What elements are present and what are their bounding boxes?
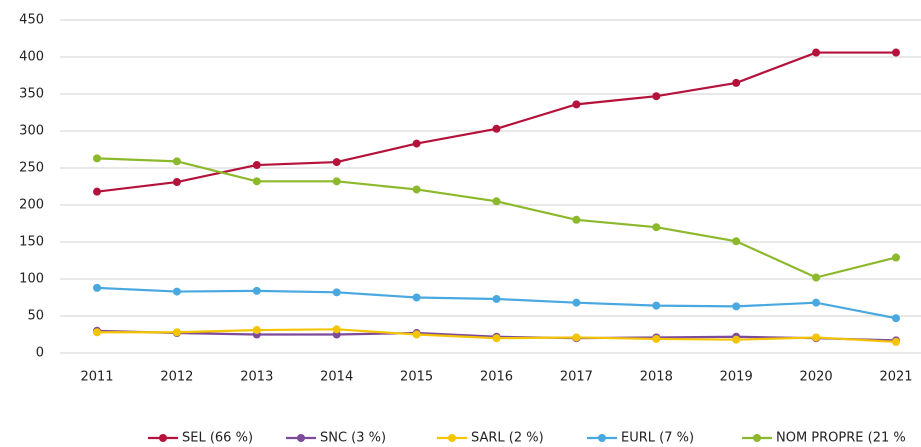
data-point <box>732 302 741 311</box>
x-tick-label: 2021 <box>879 370 912 385</box>
data-point <box>652 92 661 101</box>
legend-label: SEL (66 %) <box>182 431 253 446</box>
x-tick-label: 2019 <box>720 370 753 385</box>
data-point <box>492 124 501 133</box>
data-point <box>172 287 181 296</box>
x-tick-label: 2015 <box>400 370 433 385</box>
data-point <box>252 286 261 295</box>
x-tick-label: 2014 <box>320 370 353 385</box>
data-point <box>332 177 341 186</box>
data-point <box>412 185 421 194</box>
data-point <box>492 197 501 206</box>
y-tick-label: 400 <box>19 50 44 65</box>
data-point <box>412 293 421 302</box>
data-point <box>252 177 261 186</box>
legend-label: SARL (2 %) <box>471 431 544 446</box>
data-point <box>732 78 741 87</box>
legend-marker <box>448 434 456 442</box>
legend-label: EURL (7 %) <box>621 431 694 446</box>
y-tick-label: 300 <box>19 124 44 139</box>
data-point <box>93 154 101 163</box>
data-point <box>652 334 661 343</box>
data-point <box>332 325 341 334</box>
x-tick-label: 2011 <box>80 370 113 385</box>
x-tick-label: 2017 <box>560 370 593 385</box>
data-point <box>332 158 341 167</box>
data-point <box>93 283 101 292</box>
data-point <box>172 157 181 166</box>
series-line <box>96 157 897 279</box>
data-point <box>492 334 501 343</box>
data-point <box>492 294 501 303</box>
data-point <box>812 273 821 282</box>
data-point <box>652 223 661 232</box>
data-point <box>252 161 261 170</box>
data-point <box>572 298 581 307</box>
data-point <box>732 335 741 344</box>
data-point <box>892 253 900 262</box>
x-tick-label: 2018 <box>640 370 673 385</box>
data-point <box>812 48 821 57</box>
data-point <box>172 328 181 337</box>
data-point <box>93 187 101 196</box>
legend-marker <box>753 434 761 442</box>
series-line <box>96 286 897 320</box>
y-tick-label: 150 <box>19 235 44 250</box>
y-tick-label: 100 <box>19 272 44 287</box>
legend-marker <box>297 434 305 442</box>
data-point <box>572 100 581 109</box>
data-point <box>572 215 581 224</box>
data-point <box>732 237 741 246</box>
legend-label: SNC (3 %) <box>320 431 386 446</box>
x-tick-label: 2020 <box>800 370 833 385</box>
y-tick-label: 250 <box>19 161 44 176</box>
x-tick-label: 2016 <box>480 370 513 385</box>
legend-marker <box>159 434 167 442</box>
data-point <box>572 333 581 342</box>
data-point <box>892 314 900 323</box>
data-point <box>812 298 821 307</box>
legend-marker <box>598 434 606 442</box>
y-tick-label: 350 <box>19 87 44 102</box>
data-point <box>412 330 421 339</box>
data-point <box>892 48 900 57</box>
y-tick-label: 450 <box>19 13 44 28</box>
x-tick-label: 2013 <box>240 370 273 385</box>
y-tick-label: 50 <box>27 309 44 324</box>
y-tick-label: 200 <box>19 198 44 213</box>
data-point <box>93 328 101 337</box>
x-tick-label: 2012 <box>160 370 193 385</box>
data-point <box>412 139 421 148</box>
data-point <box>332 288 341 297</box>
y-tick-label: 0 <box>36 346 44 361</box>
data-point <box>252 326 261 335</box>
data-point <box>892 337 900 346</box>
data-point <box>812 333 821 342</box>
data-point <box>172 178 181 187</box>
data-point <box>652 301 661 310</box>
legend-label: NOM PROPRE (21 % <box>776 431 906 446</box>
